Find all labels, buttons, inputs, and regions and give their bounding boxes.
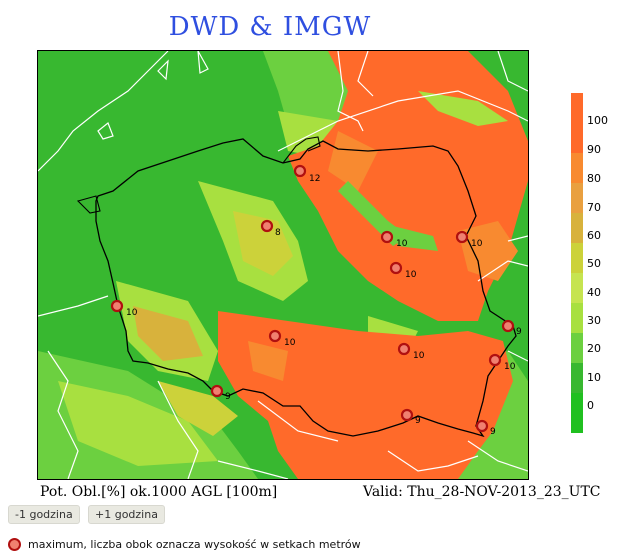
legend-band	[571, 213, 583, 243]
legend-tick: 40	[587, 286, 601, 299]
maximum-label: 10	[504, 362, 516, 372]
maximum-label: 10	[471, 239, 483, 249]
maximum-marker: 10	[268, 329, 296, 348]
mid-probability-strips	[338, 91, 508, 251]
maximum-marker: 10	[397, 342, 425, 361]
maximum-marker: 9	[501, 319, 522, 337]
legend-tick: 20	[587, 342, 601, 355]
legend-band	[571, 333, 583, 363]
legend-colorbar	[571, 93, 583, 433]
legend-tick: 100	[587, 114, 608, 127]
map-title: DWD & IMGW	[168, 12, 372, 42]
maximum-label: 8	[275, 228, 281, 238]
maximum-marker: 9	[475, 419, 496, 437]
legend-tick: 50	[587, 257, 601, 270]
legend-band	[571, 123, 583, 153]
maximum-marker: 10	[110, 299, 138, 318]
maximum-legend-note: maximum, liczba obok oznacza wysokość w …	[8, 538, 361, 551]
legend-band	[571, 363, 583, 393]
cloud-probability-map: 12 8 10 10 10 10 9 10 10 10 9 9 9	[37, 50, 529, 480]
maxima-markers: 12 8 10 10 10 10 9 10 10 10 9 9 9	[110, 164, 522, 437]
legend-band	[571, 273, 583, 303]
maximum-label: 10	[126, 308, 138, 318]
gulf-outline	[282, 136, 321, 164]
maximum-marker: 10	[389, 261, 417, 280]
previous-hour-button[interactable]: -1 godzina	[8, 505, 80, 524]
maximum-label: 9	[516, 327, 522, 337]
maximum-marker: 9	[210, 384, 231, 402]
maximum-marker: 9	[400, 408, 421, 426]
legend-band	[571, 303, 583, 333]
legend-tick: 30	[587, 314, 601, 327]
legend-band	[571, 153, 583, 183]
legend-band	[571, 243, 583, 273]
neighbour-borders	[38, 51, 528, 479]
legend-band	[571, 93, 583, 123]
maximum-label: 9	[490, 427, 496, 437]
legend-band	[571, 183, 583, 213]
maximum-label: 10	[405, 270, 417, 280]
legend-tick: 0	[587, 399, 594, 412]
legend-tick: 80	[587, 172, 601, 185]
next-hour-button[interactable]: +1 godzina	[88, 505, 165, 524]
maximum-marker-icon	[8, 538, 21, 551]
maximum-marker: 10	[488, 353, 516, 372]
maximum-marker: 8	[260, 219, 281, 238]
maximum-label: 10	[413, 351, 425, 361]
legend-tick: 70	[587, 201, 601, 214]
maximum-label: 9	[415, 416, 421, 426]
maximum-marker: 10	[380, 230, 408, 249]
maximum-legend-text: maximum, liczba obok oznacza wysokość w …	[28, 538, 361, 551]
legend-tick: 60	[587, 229, 601, 242]
maximum-label: 12	[309, 174, 320, 184]
legend-band	[571, 393, 583, 433]
variable-caption: Pot. Obl.[%] ok.1000 AGL [100m]	[40, 484, 278, 500]
maximum-label: 10	[396, 239, 408, 249]
legend-tick: 10	[587, 371, 601, 384]
valid-time-caption: Valid: Thu_28-NOV-2013_23_UTC	[363, 484, 601, 500]
maximum-label: 10	[284, 338, 296, 348]
legend-tick: 90	[587, 143, 601, 156]
lagoon-outline	[76, 195, 101, 214]
maximum-marker: 10	[455, 230, 483, 249]
maximum-label: 9	[225, 392, 231, 402]
maximum-marker: 12	[293, 164, 320, 184]
